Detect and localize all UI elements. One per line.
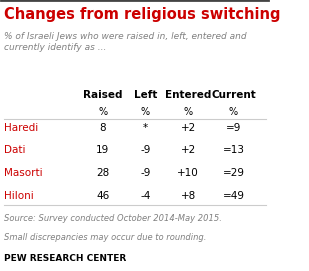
Text: +2: +2: [180, 123, 196, 133]
Text: Masorti: Masorti: [4, 168, 43, 178]
Text: Changes from religious switching: Changes from religious switching: [4, 7, 281, 22]
Text: +2: +2: [180, 146, 196, 156]
Text: %: %: [141, 107, 150, 117]
Text: PEW RESEARCH CENTER: PEW RESEARCH CENTER: [4, 254, 126, 263]
Text: 8: 8: [99, 123, 106, 133]
Text: Left: Left: [134, 90, 157, 100]
Text: -4: -4: [140, 191, 151, 201]
Text: =29: =29: [222, 168, 244, 178]
Text: %: %: [184, 107, 193, 117]
Text: *: *: [143, 123, 148, 133]
Text: Dati: Dati: [4, 146, 26, 156]
Text: %: %: [229, 107, 238, 117]
Text: -9: -9: [140, 146, 151, 156]
Text: Current: Current: [211, 90, 256, 100]
Text: 28: 28: [96, 168, 109, 178]
Text: Raised: Raised: [83, 90, 123, 100]
Text: +10: +10: [177, 168, 199, 178]
Text: 46: 46: [96, 191, 109, 201]
Text: =9: =9: [226, 123, 241, 133]
Text: %: %: [98, 107, 107, 117]
Text: =49: =49: [222, 191, 244, 201]
Text: -9: -9: [140, 168, 151, 178]
Text: Small discrepancies may occur due to rounding.: Small discrepancies may occur due to rou…: [4, 233, 206, 242]
Text: 19: 19: [96, 146, 109, 156]
Text: Source: Survey conducted October 2014-May 2015.: Source: Survey conducted October 2014-Ma…: [4, 214, 222, 223]
Text: =13: =13: [222, 146, 244, 156]
Text: Entered: Entered: [165, 90, 211, 100]
Text: Hiloni: Hiloni: [4, 191, 34, 201]
Text: +8: +8: [180, 191, 196, 201]
Text: % of Israeli Jews who were raised in, left, entered and
currently identify as ..: % of Israeli Jews who were raised in, le…: [4, 31, 247, 52]
Text: Haredi: Haredi: [4, 123, 38, 133]
